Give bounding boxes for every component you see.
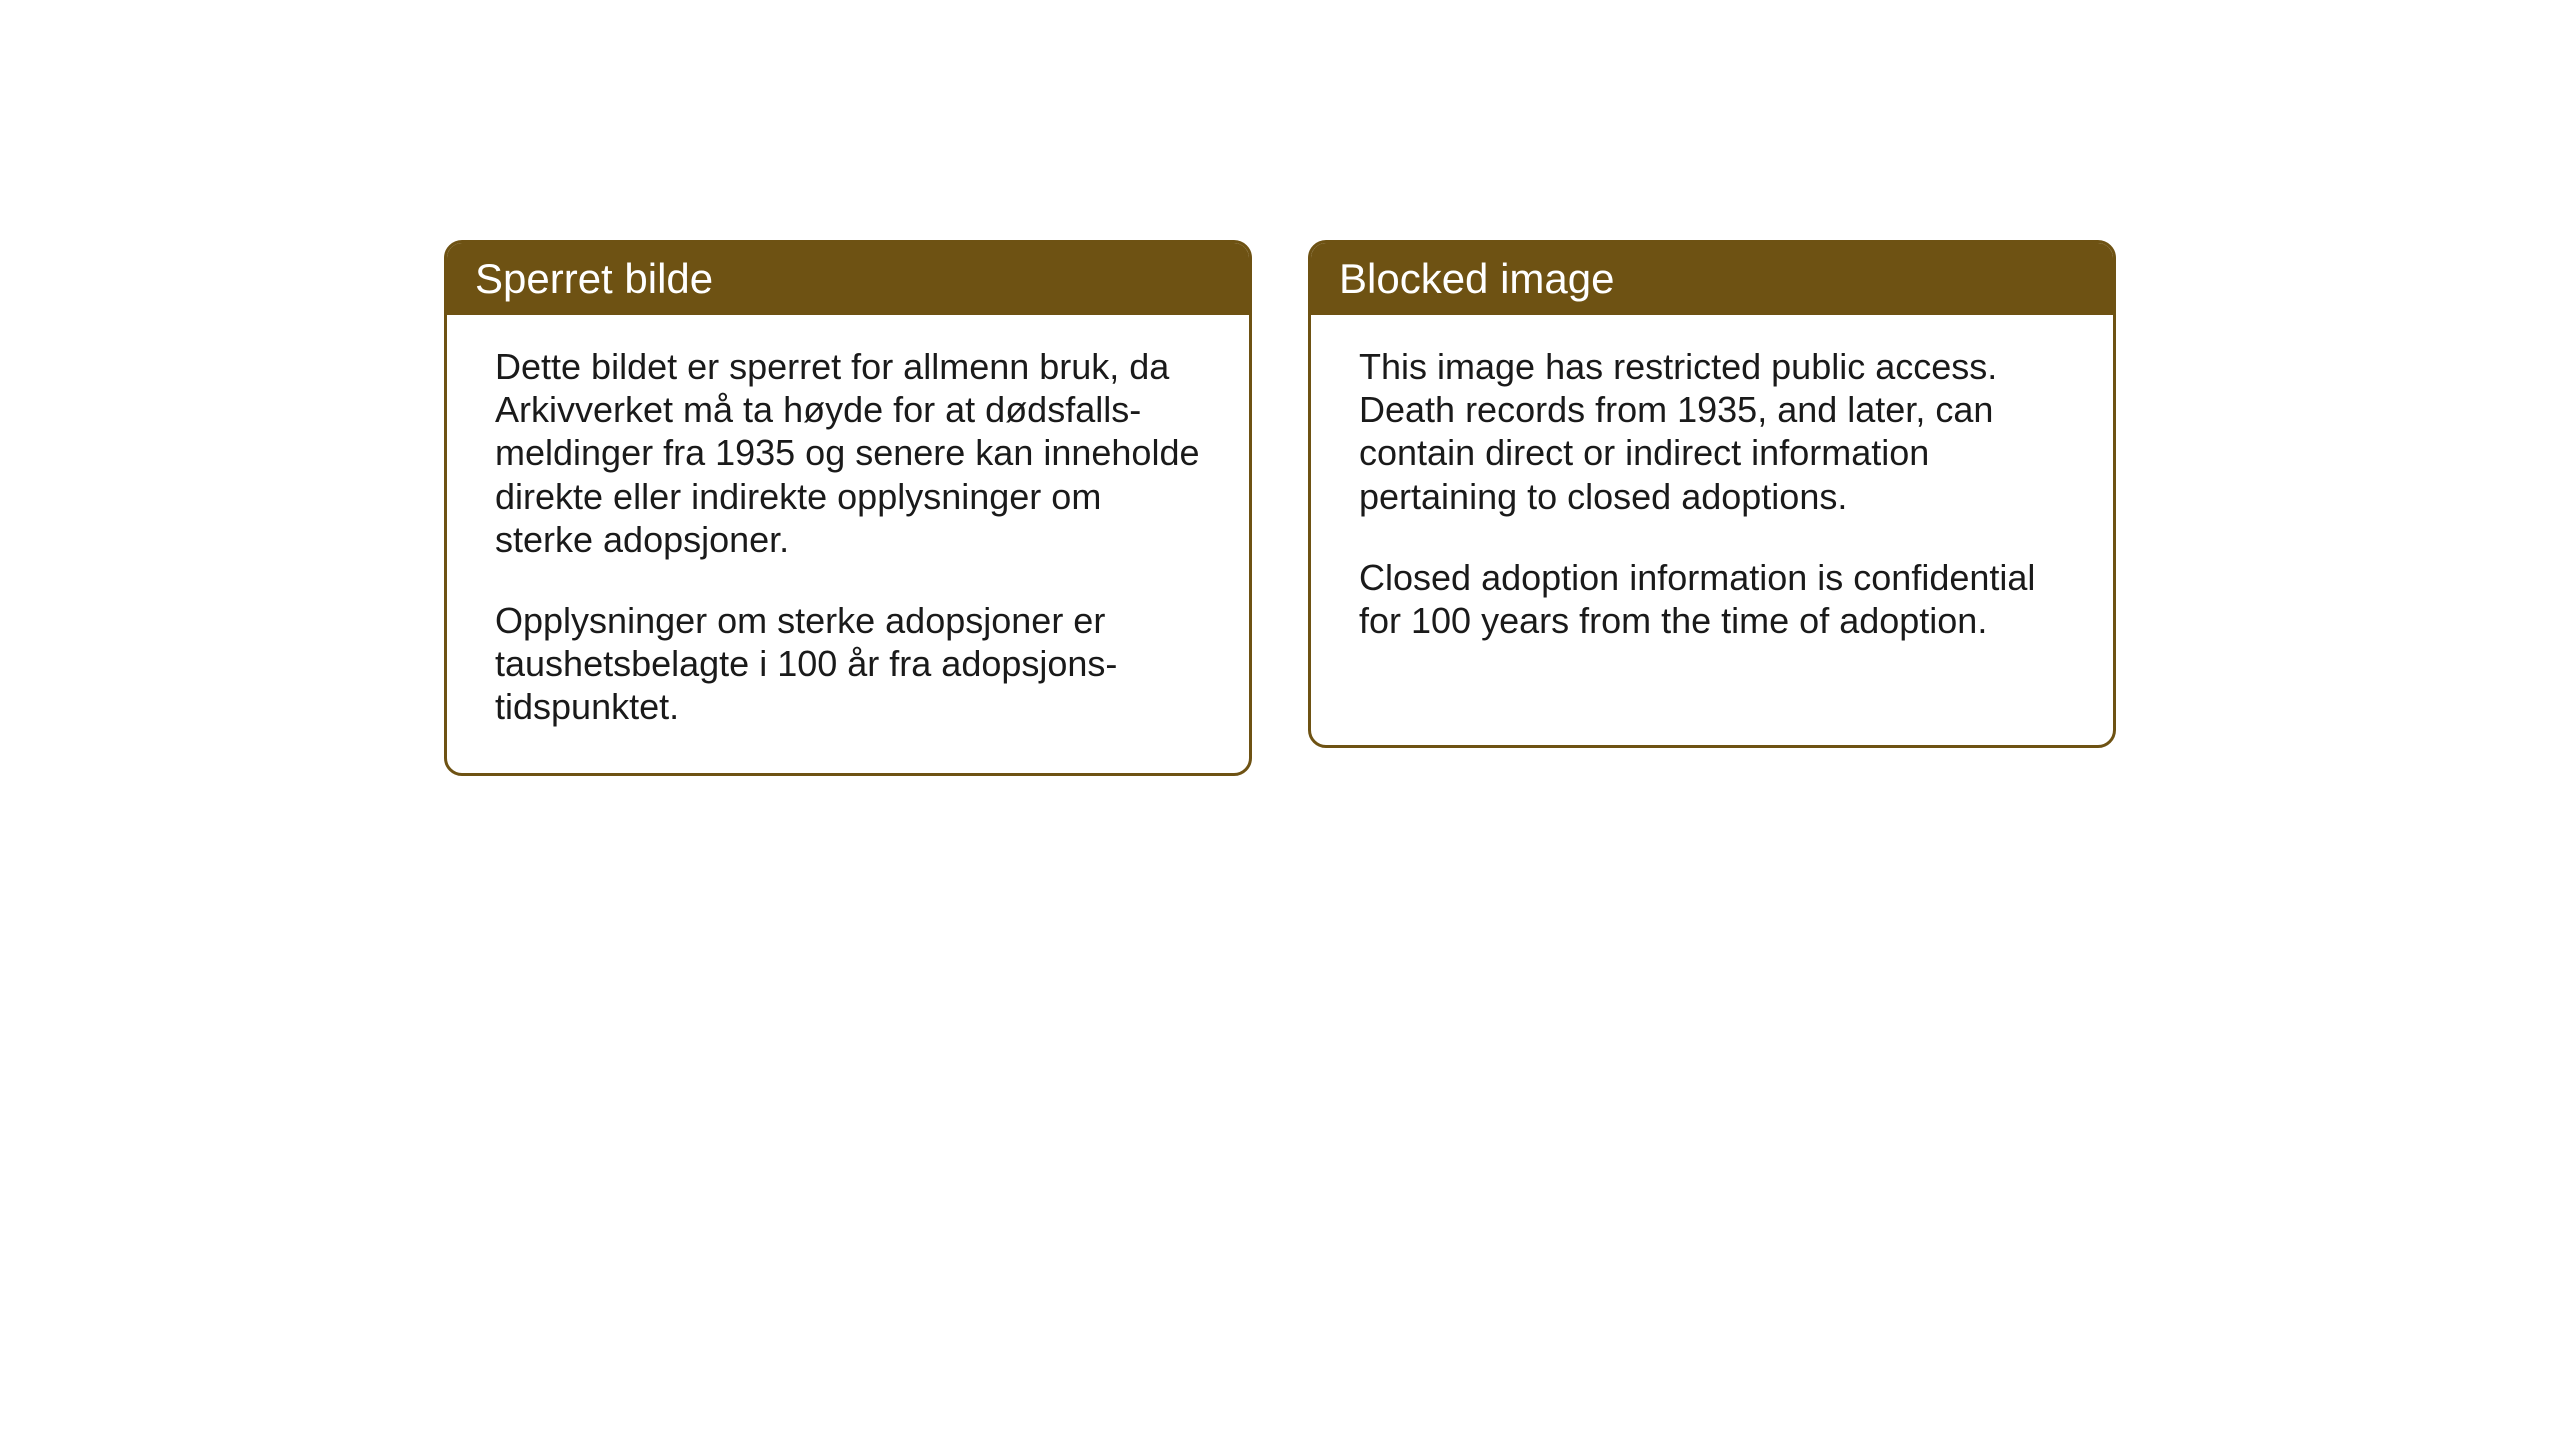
notice-paragraph-2-norwegian: Opplysninger om sterke adopsjoner er tau… — [495, 599, 1201, 729]
notice-paragraph-1-norwegian: Dette bildet er sperret for allmenn bruk… — [495, 345, 1201, 561]
notice-paragraph-2-english: Closed adoption information is confident… — [1359, 556, 2065, 642]
notice-body-norwegian: Dette bildet er sperret for allmenn bruk… — [447, 315, 1249, 773]
notice-box-norwegian: Sperret bilde Dette bildet er sperret fo… — [444, 240, 1252, 776]
notice-paragraph-1-english: This image has restricted public access.… — [1359, 345, 2065, 518]
notice-header-norwegian: Sperret bilde — [447, 243, 1249, 315]
notice-container: Sperret bilde Dette bildet er sperret fo… — [444, 240, 2116, 776]
notice-box-english: Blocked image This image has restricted … — [1308, 240, 2116, 748]
notice-header-english: Blocked image — [1311, 243, 2113, 315]
notice-body-english: This image has restricted public access.… — [1311, 315, 2113, 686]
